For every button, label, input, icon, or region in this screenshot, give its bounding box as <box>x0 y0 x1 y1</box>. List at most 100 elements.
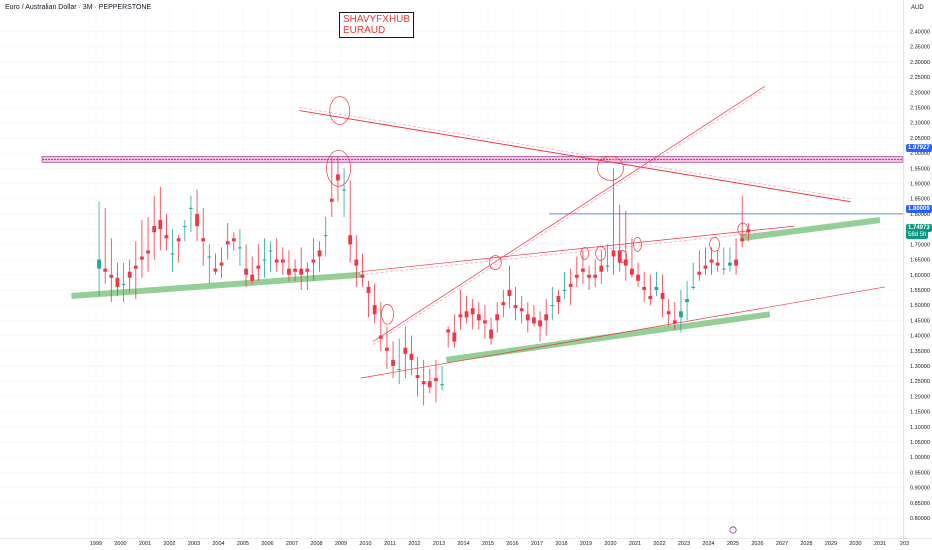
x-tick-label: 2023 <box>678 541 690 547</box>
swing-circle <box>381 303 394 325</box>
y-tick-label: 2.00000 <box>910 151 930 157</box>
x-tick-label: 2011 <box>384 541 396 547</box>
candle-body <box>495 314 500 321</box>
candle-body <box>501 302 506 306</box>
candle-body <box>574 274 579 278</box>
y-tick-label: 1.65000 <box>910 258 930 264</box>
x-tick-label: 2031 <box>874 541 886 547</box>
y-tick-label: 0.85000 <box>910 501 930 507</box>
candle-body <box>109 274 114 278</box>
y-tick-label: 1.00000 <box>910 455 930 461</box>
candle-body <box>158 220 163 230</box>
candle-body <box>721 268 726 270</box>
candle-body <box>195 213 199 227</box>
candle-body <box>697 271 702 275</box>
x-tick-label: 1999 <box>90 541 102 547</box>
x-tick-label: 2006 <box>261 541 273 547</box>
candle-body <box>354 259 359 266</box>
candle-body <box>317 250 322 257</box>
x-tick-label: 2020 <box>604 541 616 547</box>
x-tick-label: 2005 <box>237 541 249 547</box>
support-channel-1 <box>71 271 361 300</box>
y-tick-label: 2.30000 <box>910 60 930 66</box>
y-tick-label: 1.55000 <box>910 288 930 294</box>
y-tick-label: 1.50000 <box>910 303 930 309</box>
x-tick-label: 2016 <box>506 541 518 547</box>
candle-body <box>581 268 585 272</box>
candle-body <box>189 207 193 209</box>
x-tick-label: 2010 <box>359 541 371 547</box>
candle-layer <box>97 156 751 406</box>
candle-body <box>660 292 665 300</box>
y-tick-label: 1.45000 <box>910 318 930 324</box>
zone-layer <box>41 156 904 215</box>
candle-body <box>458 314 463 318</box>
last-price-badge: 1.74973 <box>906 224 932 232</box>
candle-body <box>666 311 671 315</box>
candle-body <box>654 286 659 290</box>
x-tick-label: 2001 <box>139 541 151 547</box>
candle-body <box>532 317 536 324</box>
y-tick-label: 1.85000 <box>910 197 930 203</box>
swing-circle <box>709 236 720 252</box>
candle-body <box>605 265 610 267</box>
y-tick-label: 1.05000 <box>910 440 930 446</box>
time-axis[interactable]: 1999 2000 2001 2002 2003 2004 2005 2006 2007 2008… <box>0 538 932 548</box>
support-channel-3 <box>739 217 881 242</box>
candle-body <box>140 256 144 260</box>
steep-ascending-line-dashed <box>372 88 766 345</box>
candle-body <box>464 311 469 318</box>
candle-body <box>274 259 279 263</box>
x-tick-label: 2000 <box>114 541 126 547</box>
candle-body <box>299 268 304 275</box>
x-tick-label: 2030 <box>849 541 861 547</box>
x-tick-label: 2024 <box>702 541 714 547</box>
mid-ascending-line-dashed <box>360 228 795 276</box>
candle-body <box>427 381 432 388</box>
candle-body <box>366 286 371 293</box>
candle-body <box>213 268 218 272</box>
swing-circle <box>489 255 502 270</box>
y-tick-label: 2.10000 <box>910 121 930 127</box>
y-tick-label: 1.60000 <box>910 273 930 279</box>
line-layer <box>299 85 885 379</box>
candle-body <box>513 305 518 309</box>
x-tick-label: 2021 <box>629 541 641 547</box>
candle-body <box>691 286 696 288</box>
candle-body <box>550 305 555 307</box>
grid-layer <box>0 7 905 538</box>
y-tick-label: 1.70000 <box>910 242 930 248</box>
candle-body <box>728 262 732 266</box>
candle-body <box>176 238 181 242</box>
x-tick-label: 2027 <box>776 541 788 547</box>
candle-body <box>287 268 291 275</box>
lower-ascending-line <box>360 286 885 379</box>
candle-body <box>483 320 487 324</box>
x-tick-label: 2029 <box>825 541 837 547</box>
x-tick-label: 203 <box>900 541 909 547</box>
channel-layer <box>71 217 881 363</box>
currency-label: AUD <box>911 5 924 11</box>
x-tick-label: 2025 <box>727 541 739 547</box>
candle-body <box>238 247 242 249</box>
swing-circle <box>597 155 624 181</box>
chart-title: Euro / Australian Dollar · 3M · PEPPERST… <box>5 4 152 11</box>
candle-body <box>152 226 157 233</box>
candle-body <box>709 259 714 263</box>
candle-body <box>372 305 377 315</box>
candle-body <box>293 268 297 272</box>
candle-body <box>525 314 530 321</box>
price-axis[interactable]: 0.80000 0.85000 0.90000 0.95000 1.00000 1.050… <box>903 0 930 540</box>
candle-body <box>207 256 212 258</box>
price-badge-mid: 1.80009 <box>906 205 932 213</box>
candle-body <box>703 265 708 269</box>
candle-body <box>489 329 493 339</box>
candle-body <box>409 353 414 360</box>
watermark-stamp: SHAVYFXHUB EURAUD <box>339 12 415 38</box>
support-channel-2 <box>445 311 771 363</box>
x-tick-label: 2014 <box>457 541 469 547</box>
candle-body <box>170 253 175 255</box>
candle-body <box>378 335 383 339</box>
y-tick-label: 0.90000 <box>910 486 930 492</box>
